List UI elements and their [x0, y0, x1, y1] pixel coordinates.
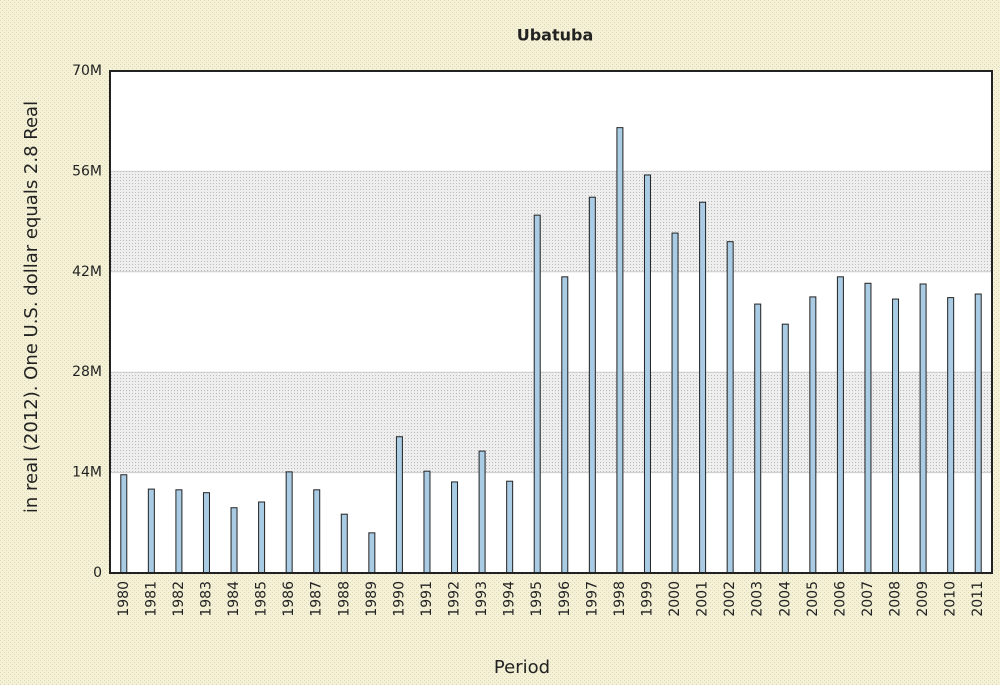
- x-tick-label: 2006: [832, 581, 848, 617]
- bar: [616, 127, 624, 574]
- bar: [423, 470, 431, 574]
- x-tick-label: 2000: [667, 581, 683, 617]
- grid-band: [110, 171, 992, 272]
- bar: [836, 276, 844, 574]
- x-tick-label: 1984: [226, 581, 242, 617]
- bar: [864, 282, 872, 574]
- bar: [313, 489, 321, 574]
- bar: [175, 489, 183, 574]
- bar: [671, 232, 679, 574]
- y-tick-label: 42M: [72, 264, 102, 280]
- x-tick-label: 1986: [281, 581, 297, 617]
- y-tick-label: 56M: [72, 163, 102, 179]
- bar: [340, 513, 348, 574]
- bar: [368, 532, 376, 574]
- bar: [230, 507, 238, 574]
- y-tick-label: 28M: [72, 364, 102, 380]
- plot-background: [110, 71, 992, 573]
- x-tick-label: 1983: [198, 581, 214, 617]
- bar: [726, 241, 734, 574]
- x-tick-label: 1999: [639, 581, 655, 617]
- bar: [506, 480, 514, 574]
- bar: [974, 293, 982, 574]
- x-tick-label: 1991: [419, 581, 435, 617]
- x-tick-label: 1982: [171, 581, 187, 617]
- x-tick-label: 1985: [254, 581, 270, 617]
- y-axis-label: in real (2012). One U.S. dollar equals 2…: [21, 101, 42, 513]
- x-tick-label: 2005: [805, 581, 821, 617]
- x-tick-label: 1981: [143, 581, 159, 617]
- x-tick-label: 1992: [447, 581, 463, 617]
- bar: [285, 471, 293, 574]
- chart-title: Ubatuba: [517, 26, 594, 45]
- x-tick-label: 2004: [777, 581, 793, 617]
- bar: [588, 196, 596, 574]
- bar: [919, 283, 927, 574]
- bar: [147, 488, 155, 574]
- x-tick-label: 2002: [722, 581, 738, 617]
- bar: [258, 501, 266, 574]
- bar: [754, 303, 762, 574]
- grid-band: [110, 372, 992, 473]
- bar: [533, 214, 541, 574]
- plot-area: [110, 70, 992, 574]
- x-tick-label: 1995: [529, 581, 545, 617]
- x-tick-label: 1989: [364, 581, 380, 617]
- x-tick-label: 2011: [970, 581, 986, 617]
- x-tick-label: 1997: [584, 581, 600, 617]
- x-tick-label: 1996: [557, 581, 573, 617]
- x-tick-label: 2001: [695, 581, 711, 617]
- x-axis-label: Period: [494, 657, 550, 678]
- bar: [781, 323, 789, 574]
- x-tick-label: 1987: [309, 581, 325, 617]
- x-tick-label: 1993: [474, 581, 490, 617]
- x-tick-label: 1994: [502, 581, 518, 617]
- x-tick-label: 1990: [391, 581, 407, 617]
- bar: [451, 481, 459, 574]
- bar: [561, 276, 569, 574]
- bar: [947, 297, 955, 574]
- x-tick-label: 1998: [612, 581, 628, 617]
- bar: [120, 474, 128, 574]
- bar: [699, 201, 707, 574]
- x-tick-label: 2010: [943, 581, 959, 617]
- y-tick-label: 70M: [72, 63, 102, 79]
- x-tick-label: 2008: [888, 581, 904, 617]
- x-tick-label: 2009: [915, 581, 931, 617]
- bar: [395, 436, 403, 574]
- x-tick-label: 2003: [750, 581, 766, 617]
- x-tick-label: 1988: [336, 581, 352, 617]
- bar: [809, 296, 817, 574]
- bar: [643, 174, 651, 574]
- bar: [892, 298, 900, 574]
- x-tick-label: 2007: [860, 581, 876, 617]
- x-tick-label: 1980: [116, 581, 132, 617]
- y-tick-label: 14M: [72, 465, 102, 481]
- bar: [202, 492, 210, 574]
- plot-border: [109, 70, 993, 574]
- y-tick-label: 0: [93, 565, 102, 581]
- bar: [478, 450, 486, 574]
